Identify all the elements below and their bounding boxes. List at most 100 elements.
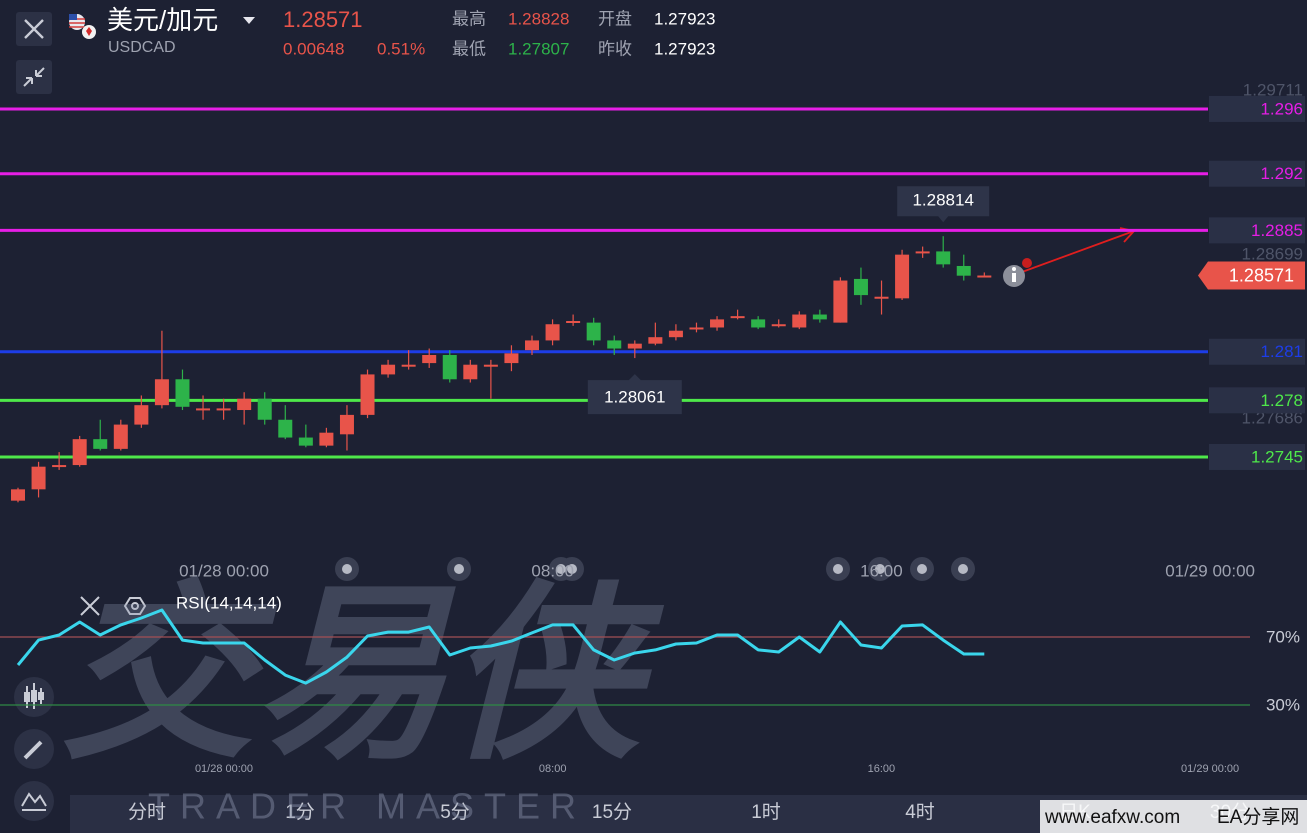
time-axis-marker-dots: [342, 564, 968, 574]
candle-body: [93, 439, 108, 449]
candle-body: [627, 343, 642, 349]
candle-body: [566, 321, 581, 324]
watermark-brand: TRADER MASTER: [148, 786, 586, 827]
stat-value: 1.27923: [654, 9, 715, 28]
last-price: 1.28571: [283, 7, 363, 32]
timeframe-tab[interactable]: 1时: [751, 801, 781, 823]
price-level-tag: [1209, 160, 1305, 187]
price-level-label: 1.281: [1260, 342, 1303, 361]
watermark-site: www.eafxw.com: [1044, 807, 1180, 828]
candle-body: [874, 296, 889, 299]
instrument-name: 美元/加元: [107, 5, 218, 35]
timeframe-tab[interactable]: 5分: [440, 801, 470, 823]
candle-body: [648, 337, 663, 344]
candle-body: [668, 330, 683, 338]
candle-body: [31, 466, 46, 490]
price-level-label: 1.296: [1260, 99, 1303, 118]
navigator-label: 16:00: [868, 763, 896, 775]
draw-tool[interactable]: [14, 729, 54, 769]
timeframe-tab[interactable]: 15分: [592, 801, 632, 823]
candle-body: [853, 278, 868, 296]
stat-label: 开盘: [598, 9, 632, 28]
candle-body: [936, 251, 951, 265]
navigator-label: 08:00: [539, 763, 567, 775]
candle-body: [401, 364, 416, 367]
watermark-site-name: EA分享网: [1217, 806, 1299, 828]
candle-body: [257, 398, 272, 420]
stat-label: 最高: [452, 9, 486, 28]
price-level-tag: [1209, 387, 1305, 414]
candle-body: [915, 251, 930, 254]
price-level-label: 1.2885: [1251, 221, 1303, 240]
candle-body: [237, 398, 252, 411]
candle-body: [956, 265, 971, 276]
stat-label: 昨收: [598, 39, 632, 58]
stat-label: 最低: [452, 39, 486, 58]
candle-body: [278, 419, 293, 438]
candle-body: [607, 340, 622, 349]
candle-body: [298, 437, 313, 446]
stat-value: 1.27807: [508, 39, 569, 58]
currency-flags: [69, 14, 96, 39]
min-callout-label: 1.28061: [604, 388, 665, 407]
candle-body: [381, 364, 396, 375]
price-level-tag: [1209, 338, 1305, 365]
close-button[interactable]: [16, 12, 52, 46]
x-tick-label: 08:00: [531, 561, 574, 580]
price-level-tag: [1209, 443, 1305, 470]
candle-body: [483, 364, 498, 367]
candle-body: [154, 379, 169, 406]
candle-body: [792, 314, 807, 328]
candle-body: [442, 354, 457, 380]
rsi-close-icon[interactable]: [80, 596, 100, 616]
candle-body: [72, 439, 87, 466]
candle-body: [895, 254, 910, 299]
candle-body: [216, 408, 231, 411]
stat-value: 1.28828: [508, 9, 569, 28]
price-level-tag: [1209, 217, 1305, 244]
info-icon[interactable]: [1003, 265, 1025, 287]
candle-body: [730, 316, 745, 319]
candle-body: [175, 379, 190, 407]
timeframe-tab[interactable]: 1分: [285, 801, 315, 823]
last-price-tag: [1198, 261, 1305, 290]
candle-body: [463, 364, 478, 380]
timeframe-tab[interactable]: 4时: [905, 801, 935, 823]
candle-body: [339, 414, 354, 435]
navigator-label: 01/28 00:00: [195, 763, 253, 775]
y-tick-label: 1.28699: [1242, 244, 1303, 263]
max-callout-label: 1.28814: [912, 191, 973, 210]
rsi-level-label: 30%: [1266, 695, 1300, 714]
shrink-button[interactable]: [16, 60, 52, 94]
candle-body: [545, 324, 560, 341]
indicator-tool[interactable]: [14, 677, 54, 717]
price-change: 0.00648: [283, 39, 344, 58]
candle-body: [771, 324, 786, 327]
watermark-logo: 交易侠: [60, 569, 664, 781]
candle-body: [422, 354, 437, 364]
candle-body: [977, 275, 992, 278]
last-price-tag-label: 1.28571: [1229, 265, 1294, 285]
price-level-label: 1.278: [1260, 391, 1303, 410]
candle-body: [134, 405, 149, 425]
candle-body: [525, 340, 539, 351]
dropdown-arrow[interactable]: [243, 17, 255, 24]
candle-body: [812, 314, 827, 320]
price-level-tag: [1209, 95, 1305, 122]
chart-type-tool[interactable]: [14, 781, 54, 821]
rsi-level-label: 70%: [1266, 627, 1300, 646]
stat-value: 1.27923: [654, 39, 715, 58]
timeframe-tab[interactable]: 分时: [128, 801, 166, 823]
candle-body: [586, 322, 601, 341]
x-tick-label: 01/28 00:00: [179, 561, 269, 580]
candle-body: [833, 280, 848, 323]
price-level-label: 1.2745: [1251, 447, 1303, 466]
candle-body: [113, 424, 128, 449]
x-tick-label: 01/29 00:00: [1165, 561, 1255, 580]
rsi-settings-icon[interactable]: [123, 597, 147, 615]
price-level-label: 1.292: [1260, 164, 1303, 183]
candle-body: [689, 327, 704, 330]
max-callout: [897, 186, 990, 223]
